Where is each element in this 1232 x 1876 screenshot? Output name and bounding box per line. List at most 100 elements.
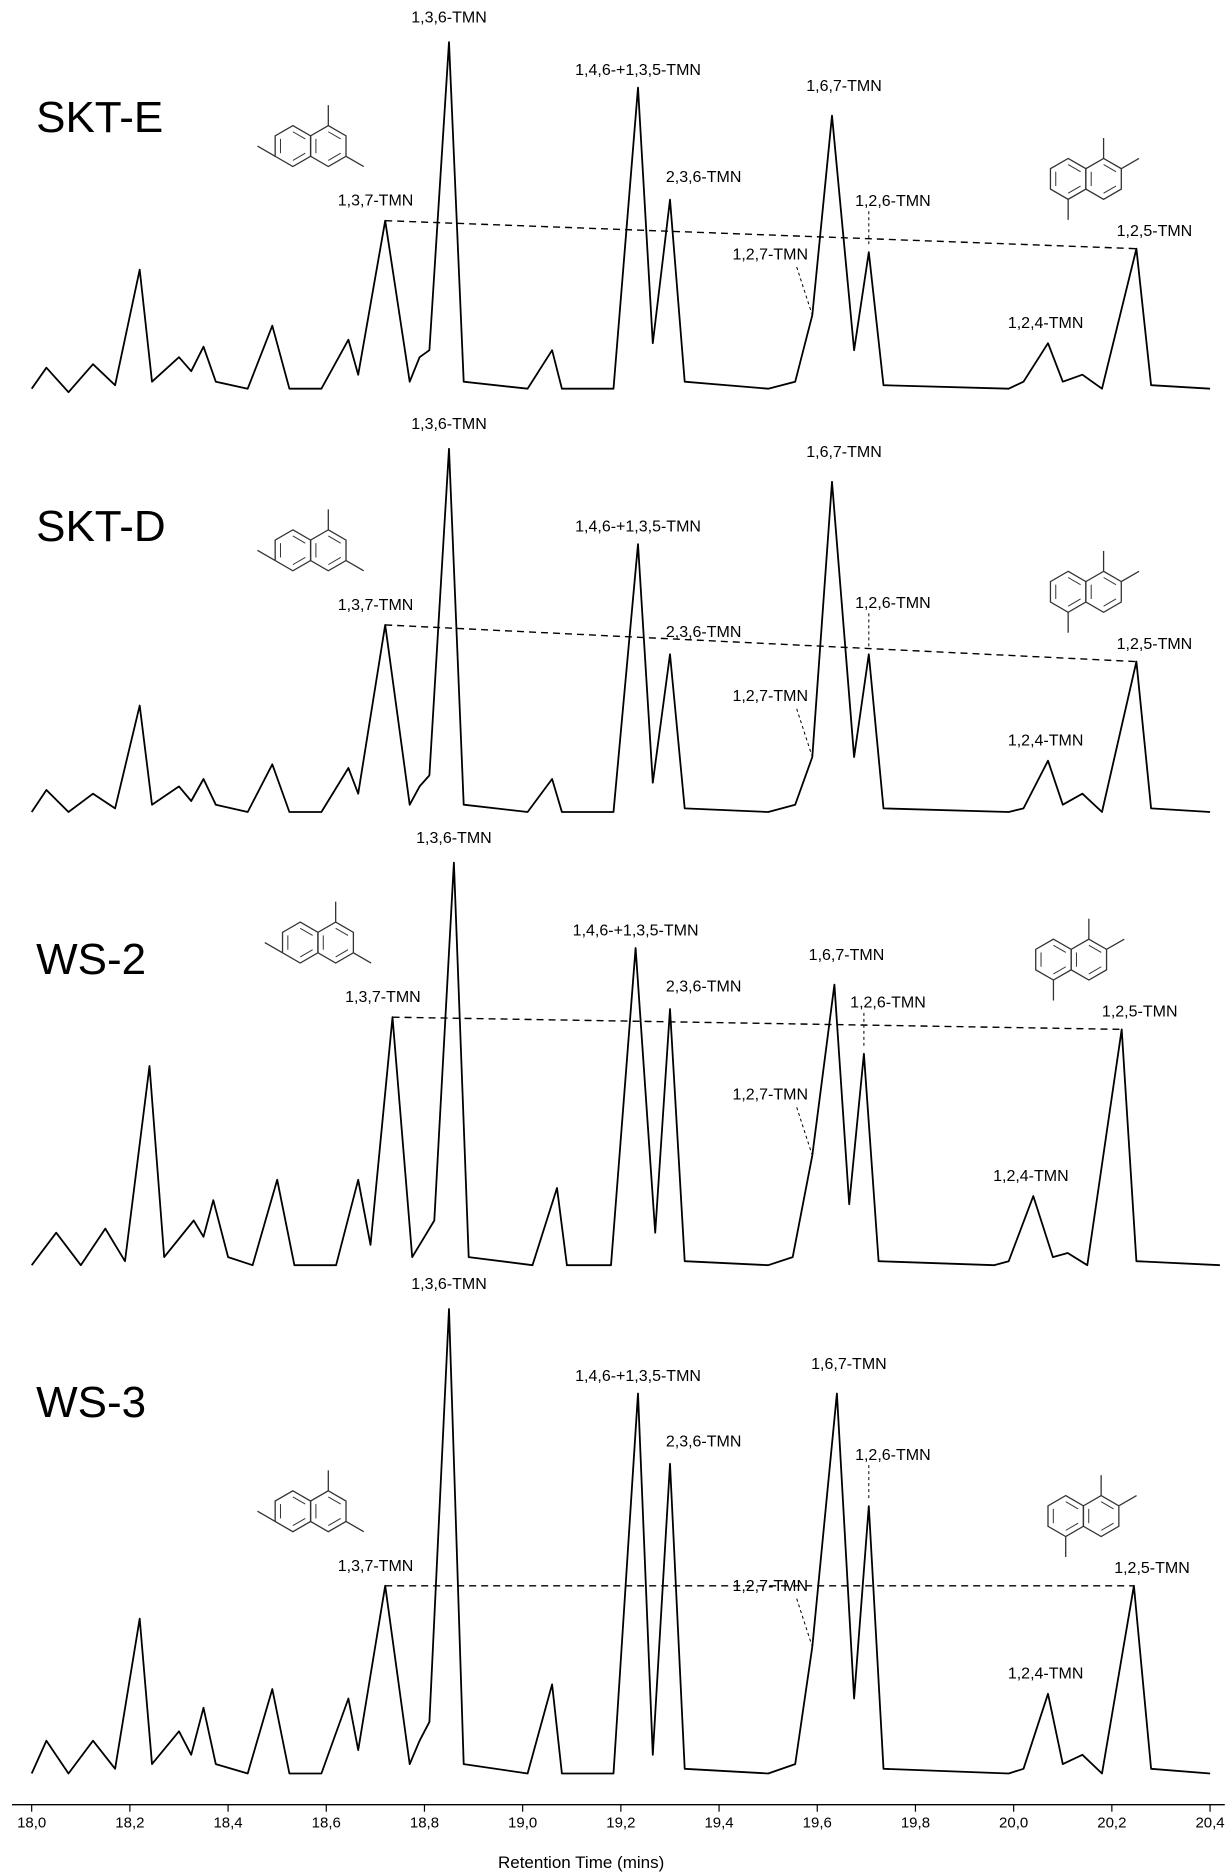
chromatogram-trace <box>30 1308 1211 1775</box>
peak-label: 1,6,7-TMN <box>809 947 885 964</box>
structure-bond <box>1103 164 1117 173</box>
peak-label: 1,2,5-TMN <box>1102 1004 1178 1021</box>
structure-bond <box>1088 966 1102 975</box>
structure-bond <box>335 927 349 936</box>
structure-bond <box>1067 164 1081 173</box>
peak-label: 1,4,6-+1,3,5-TMN <box>575 1368 701 1385</box>
x-tick-label: 19,2 <box>606 1815 635 1832</box>
structure-methyl <box>1118 1495 1137 1507</box>
peak-label: 2,3,6-TMN <box>666 624 742 641</box>
structure-methyl <box>1120 570 1140 583</box>
structure-bond <box>328 131 341 140</box>
structure-bond <box>292 131 306 140</box>
structure-bond <box>1088 944 1102 953</box>
structure-bond <box>1065 1501 1079 1510</box>
peak-label: 1,3,6-TMN <box>411 1276 487 1293</box>
x-tick-label: 18,2 <box>115 1815 144 1832</box>
x-tick-label: 18,4 <box>213 1815 242 1832</box>
structure-methyl <box>264 942 283 954</box>
structure-methyl <box>345 1520 365 1533</box>
panel-title: SKT-D <box>36 502 166 551</box>
structure-bond <box>299 927 313 936</box>
structure-bond <box>1067 185 1081 194</box>
peak-label: 1,2,7-TMN <box>732 1578 808 1595</box>
peak-label: 1,2,6-TMN <box>855 193 931 210</box>
x-tick-label: 19,8 <box>901 1815 930 1832</box>
structure-bond <box>1103 185 1117 194</box>
structure-methyl <box>345 155 365 168</box>
structure-bond <box>335 949 349 958</box>
peak-label: 2,3,6-TMN <box>666 1433 742 1450</box>
structure-ring <box>317 921 355 964</box>
structure-methyl <box>257 145 276 157</box>
peak-label: 1,4,6-+1,3,5-TMN <box>575 519 701 536</box>
peak-label: 2,3,6-TMN <box>666 979 742 996</box>
panel-title: WS-3 <box>36 1378 146 1427</box>
structure-methyl <box>345 559 365 572</box>
structure-bond <box>1100 1501 1114 1510</box>
structure-bond <box>1067 577 1081 586</box>
peak-label: 1,2,6-TMN <box>850 994 926 1011</box>
structure-bond <box>299 949 313 958</box>
structure-bond <box>328 1517 341 1526</box>
structure-bond <box>1100 1522 1114 1531</box>
peak-label: 1,6,7-TMN <box>806 78 882 95</box>
structure-methyl <box>257 549 276 562</box>
peak-label: 1,2,6-TMN <box>855 595 931 612</box>
x-tick-label: 20,2 <box>1097 1815 1126 1832</box>
leader-line <box>796 266 813 316</box>
peak-label: 1,3,7-TMN <box>338 597 414 614</box>
peak-label: 1,2,5-TMN <box>1117 223 1193 240</box>
peak-label: 1,3,7-TMN <box>338 193 414 210</box>
correlation-line <box>392 1016 1122 1031</box>
structure-bond <box>1103 577 1117 586</box>
x-tick-label: 20,0 <box>999 1815 1028 1832</box>
structure-bond <box>1053 966 1067 975</box>
x-tick-label: 18,0 <box>17 1815 46 1832</box>
peak-label: 1,2,7-TMN <box>732 1086 808 1103</box>
structure-ring <box>309 1490 347 1533</box>
correlation-line <box>385 219 1137 250</box>
peak-label: 1,3,6-TMN <box>411 416 487 433</box>
peak-label: 1,2,4-TMN <box>1008 733 1084 750</box>
x-tick-label: 19,4 <box>704 1815 733 1832</box>
structure-bond <box>328 535 341 544</box>
peak-label: 1,2,4-TMN <box>1008 315 1084 332</box>
panel-title: WS-2 <box>36 935 146 984</box>
x-tick-label: 18,8 <box>410 1815 439 1832</box>
structure-bond <box>328 1496 341 1505</box>
leader-line <box>796 1598 813 1647</box>
peak-label: 1,2,6-TMN <box>855 1447 931 1464</box>
x-tick-label: 19,6 <box>803 1815 832 1832</box>
structure-bond <box>292 152 306 161</box>
x-axis-label: Retention Time (mins) <box>498 1853 664 1872</box>
peak-label: 1,2,5-TMN <box>1114 1560 1190 1577</box>
chromatogram-trace <box>30 861 1220 1267</box>
structure-bond <box>1067 598 1081 607</box>
structure-methyl <box>1120 157 1140 170</box>
structure-bond <box>328 152 341 161</box>
x-tick-label: 18,6 <box>312 1815 341 1832</box>
peak-label: 1,3,6-TMN <box>416 830 492 847</box>
peak-label: 2,3,6-TMN <box>666 169 742 186</box>
peak-label: 1,6,7-TMN <box>806 444 882 461</box>
structure-bond <box>292 535 306 544</box>
peak-label: 1,4,6-+1,3,5-TMN <box>573 922 699 939</box>
chromatogram-trace <box>30 447 1211 813</box>
peak-label: 1,2,4-TMN <box>993 1168 1069 1185</box>
peak-label: 1,2,4-TMN <box>1008 1666 1084 1683</box>
leader-line <box>796 1107 813 1156</box>
peak-label: 1,3,7-TMN <box>345 989 421 1006</box>
structure-bond <box>328 557 341 566</box>
structure-ring <box>309 529 347 572</box>
x-tick-label: 20,4 <box>1195 1815 1224 1832</box>
structure-bond <box>1065 1522 1079 1531</box>
peak-label: 1,2,7-TMN <box>732 688 808 705</box>
leader-line <box>796 708 813 758</box>
peak-label: 1,2,5-TMN <box>1117 636 1193 653</box>
peak-label: 1,3,7-TMN <box>338 1558 414 1575</box>
peak-label: 1,3,6-TMN <box>411 9 487 26</box>
structure-bond <box>292 1517 306 1526</box>
